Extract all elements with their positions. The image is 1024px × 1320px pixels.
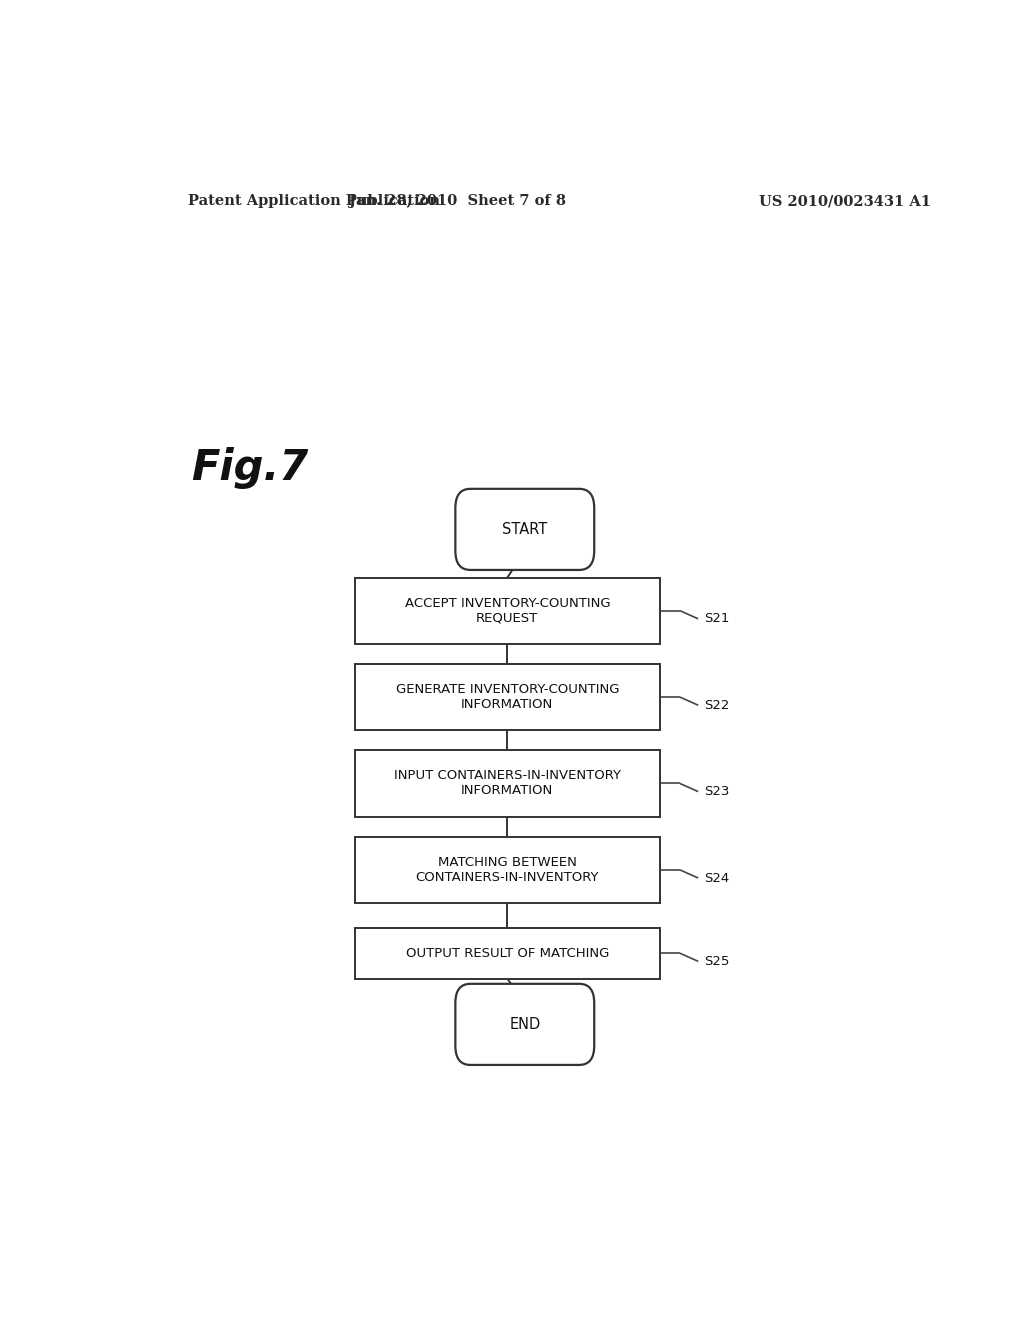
Text: Patent Application Publication: Patent Application Publication [187,194,439,209]
Text: Fig.7: Fig.7 [191,447,309,490]
Text: OUTPUT RESULT OF MATCHING: OUTPUT RESULT OF MATCHING [406,946,609,960]
Text: MATCHING BETWEEN
CONTAINERS-IN-INVENTORY: MATCHING BETWEEN CONTAINERS-IN-INVENTORY [416,855,599,884]
Text: S24: S24 [705,871,730,884]
Text: S22: S22 [705,698,730,711]
Bar [354,837,660,903]
Text: US 2010/0023431 A1: US 2010/0023431 A1 [759,194,931,209]
Bar [354,751,660,817]
Text: INPUT CONTAINERS-IN-INVENTORY
INFORMATION: INPUT CONTAINERS-IN-INVENTORY INFORMATIO… [394,770,621,797]
Bar [354,928,660,978]
FancyBboxPatch shape [456,488,594,570]
Bar [354,664,660,730]
Text: S21: S21 [705,612,730,626]
Text: S23: S23 [705,785,730,799]
Text: Jan. 28, 2010  Sheet 7 of 8: Jan. 28, 2010 Sheet 7 of 8 [349,194,566,209]
Text: GENERATE INVENTORY-COUNTING
INFORMATION: GENERATE INVENTORY-COUNTING INFORMATION [395,682,620,711]
Text: ACCEPT INVENTORY-COUNTING
REQUEST: ACCEPT INVENTORY-COUNTING REQUEST [404,597,610,624]
Text: S25: S25 [705,954,730,968]
Text: END: END [509,1016,541,1032]
Text: START: START [502,521,548,537]
FancyBboxPatch shape [456,983,594,1065]
Bar [354,578,660,644]
